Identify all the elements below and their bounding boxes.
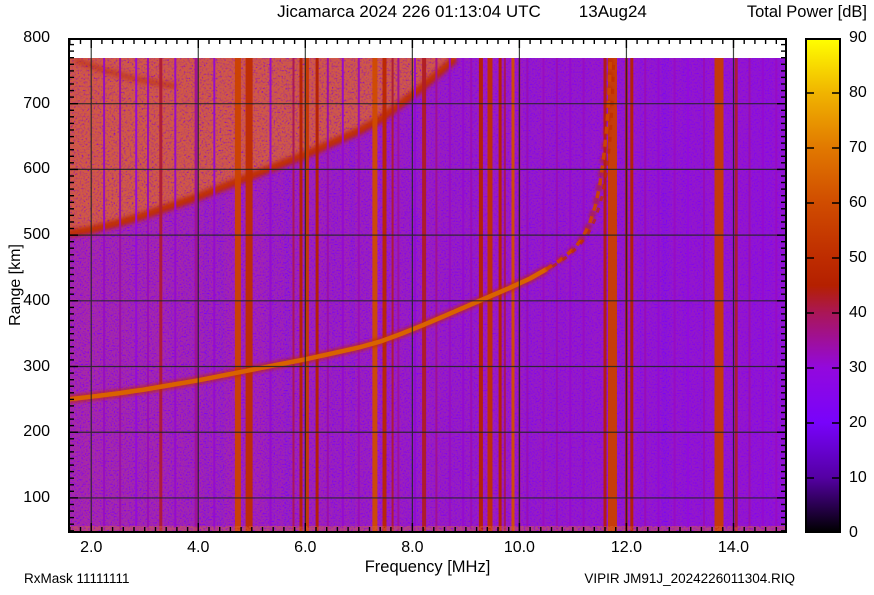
colorbar-tick-label: 20 — [849, 414, 867, 431]
y-tick-label: 700 — [23, 94, 50, 112]
chart-date: 13Aug24 — [578, 2, 647, 21]
colorbar-title: Total Power [dB] — [746, 3, 867, 21]
bottom-noise-strip — [70, 526, 785, 531]
ionogram-plot — [68, 38, 787, 533]
grid — [68, 38, 787, 533]
colorbar-tick-label: 10 — [849, 469, 867, 486]
echo-trace-steep — [545, 58, 613, 271]
y-tick-label: 600 — [23, 160, 50, 178]
colorbar-tick-label: 50 — [849, 249, 867, 266]
axis-ticks — [69, 39, 786, 532]
rxmask-label: RxMask 11111111 — [24, 571, 130, 586]
echo-trace-x-mode — [551, 64, 616, 268]
x-tick-label: 8.0 — [401, 539, 424, 556]
y-tick-label: 500 — [23, 226, 50, 244]
y-tick-label: 300 — [23, 357, 50, 375]
rfi-stripes — [103, 58, 778, 531]
colorbar-tick-label: 40 — [849, 304, 867, 321]
x-tick-label: 10.0 — [503, 539, 535, 556]
x-tick-label: 6.0 — [294, 539, 317, 556]
y-tick-label: 800 — [23, 29, 50, 46]
colorbar-tick-label: 30 — [849, 359, 867, 376]
filename-label: VIPIR JM91J_2024226011304.RIQ — [584, 571, 795, 586]
top-spread-streak — [74, 58, 178, 90]
colorbar-tick-label: 90 — [849, 29, 867, 46]
chart-title: Jicamarca 2024 226 01:13:04 UTC — [277, 2, 541, 21]
x-tick-label: 4.0 — [187, 539, 210, 556]
y-tick-label: 400 — [23, 291, 50, 309]
chart-title-row: Jicamarca 2024 226 01:13:04 UTC 13Aug24 — [50, 2, 874, 22]
colorbar-tick-label: 80 — [849, 84, 867, 101]
x-axis-label: Frequency [MHz] — [364, 558, 491, 576]
x-tick-label: 14.0 — [717, 539, 750, 556]
colorbar-tick-label: 70 — [849, 139, 867, 156]
x-axis-tick-labels: 2.0 4.0 6.0 8.0 10.0 12.0 14.0 — [68, 539, 787, 559]
colorbar-tick-label: 0 — [849, 524, 858, 541]
y-tick-label: 100 — [23, 488, 50, 506]
colorbar-gradient — [805, 38, 841, 533]
colorbar-tick-label: 60 — [849, 194, 867, 211]
y-axis-tick-labels: 100 200 300 400 500 600 700 800 — [0, 29, 60, 533]
x-tick-label: 12.0 — [610, 539, 642, 556]
colorbar-ticks — [806, 92, 840, 479]
ionogram-data — [70, 58, 785, 531]
colorbar-tick-labels: 0 10 20 30 40 50 60 70 80 90 — [849, 29, 874, 541]
x-tick-label: 2.0 — [80, 539, 103, 556]
plot-frame — [68, 38, 787, 533]
y-tick-label: 200 — [23, 423, 50, 441]
colorbar — [805, 38, 841, 533]
